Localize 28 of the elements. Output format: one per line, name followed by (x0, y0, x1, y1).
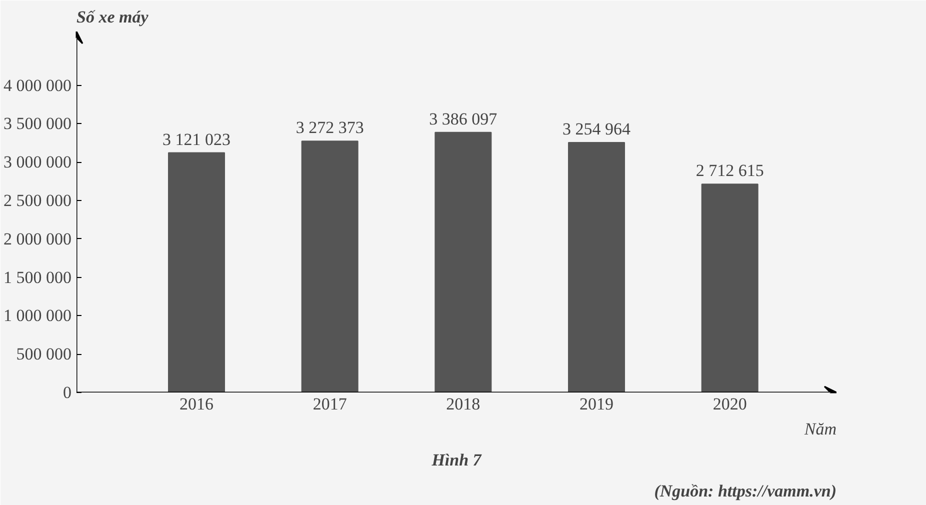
bar (301, 140, 358, 392)
x-tick-label: 2017 (312, 394, 348, 414)
y-tick-label: 3 000 000 (4, 152, 72, 172)
data-label: 3 272 373 (296, 118, 364, 138)
x-tick-label: 2020 (712, 394, 747, 414)
y-tick-label: 2 500 000 (4, 190, 72, 210)
x-tick-label: 2019 (580, 394, 614, 414)
bar (701, 184, 758, 392)
y-tick-label: 1 500 000 (4, 268, 72, 287)
x-tick-label: 2016 (180, 394, 214, 414)
x-axis-title: Năm (803, 420, 837, 438)
data-label: 3 254 964 (562, 119, 631, 138)
data-label: 3 386 097 (429, 109, 498, 128)
y-tick-label: 2 000 000 (4, 229, 72, 248)
data-label: 3 121 023 (162, 130, 230, 149)
bar (168, 152, 225, 392)
y-tick-label: 500 000 (16, 344, 72, 364)
y-tick-label: 0 (63, 383, 72, 402)
y-axis-title: Số xe máy (76, 8, 149, 26)
bar (568, 142, 625, 392)
bar (434, 132, 492, 392)
data-label: 2 712 615 (696, 161, 764, 180)
y-tick-label: 1 000 000 (4, 306, 72, 326)
text: (Nguồn: https://vamm.vn) (654, 482, 837, 500)
text: Hình 7 (430, 450, 483, 470)
x-tick-label: 2018 (446, 394, 480, 414)
y-tick-label: 3 500 000 (4, 114, 72, 134)
y-tick-label: 4 000 000 (4, 76, 72, 95)
